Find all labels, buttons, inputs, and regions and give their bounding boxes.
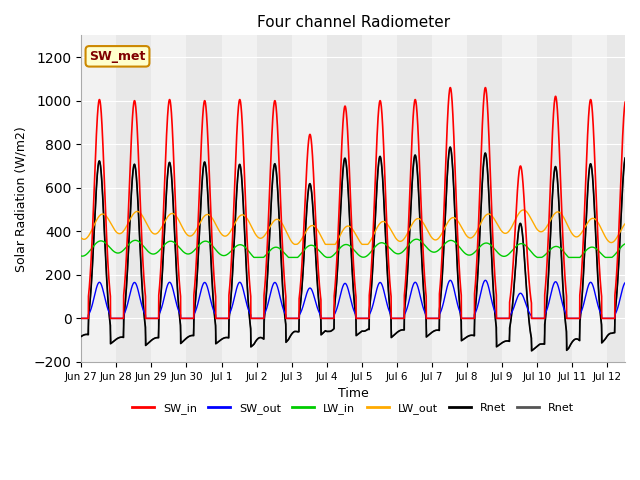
Text: SW_met: SW_met: [90, 50, 146, 63]
Bar: [221, 36, 257, 362]
Title: Four channel Radiometer: Four channel Radiometer: [257, 15, 450, 30]
Bar: [151, 36, 186, 362]
Y-axis label: Solar Radiation (W/m2): Solar Radiation (W/m2): [15, 126, 28, 272]
Bar: [362, 36, 397, 362]
Bar: [81, 36, 116, 362]
Bar: [572, 36, 607, 362]
Bar: [502, 36, 538, 362]
X-axis label: Time: Time: [338, 387, 369, 400]
Bar: [292, 36, 327, 362]
Legend: SW_in, SW_out, LW_in, LW_out, Rnet, Rnet: SW_in, SW_out, LW_in, LW_out, Rnet, Rnet: [127, 398, 579, 419]
Bar: [432, 36, 467, 362]
